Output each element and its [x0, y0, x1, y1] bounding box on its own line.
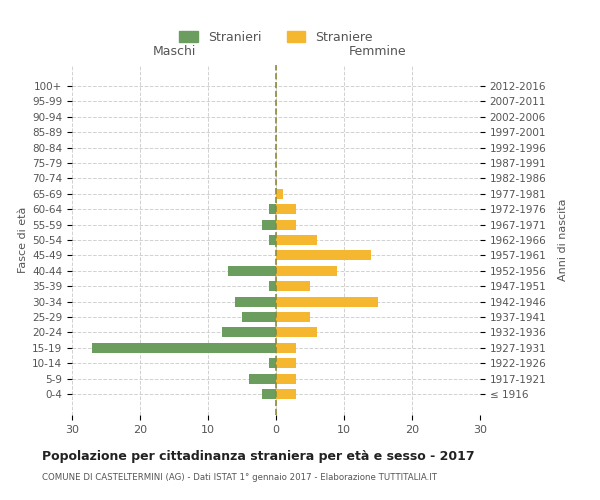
Bar: [276, 266, 337, 276]
Bar: [269, 204, 276, 214]
Bar: [276, 281, 310, 291]
Bar: [269, 281, 276, 291]
Bar: [276, 312, 310, 322]
Bar: [276, 374, 296, 384]
Bar: [262, 389, 276, 399]
Text: Popolazione per cittadinanza straniera per età e sesso - 2017: Popolazione per cittadinanza straniera p…: [42, 450, 475, 463]
Bar: [242, 312, 276, 322]
Bar: [276, 250, 371, 260]
Bar: [276, 296, 378, 306]
Bar: [92, 343, 276, 353]
Y-axis label: Fasce di età: Fasce di età: [18, 207, 28, 273]
Bar: [276, 235, 317, 245]
Text: Maschi: Maschi: [152, 45, 196, 58]
Bar: [276, 328, 317, 338]
Bar: [249, 374, 276, 384]
Legend: Stranieri, Straniere: Stranieri, Straniere: [174, 26, 378, 49]
Bar: [235, 296, 276, 306]
Text: Femmine: Femmine: [349, 45, 407, 58]
Bar: [276, 220, 296, 230]
Bar: [221, 328, 276, 338]
Bar: [269, 358, 276, 368]
Bar: [276, 204, 296, 214]
Bar: [276, 343, 296, 353]
Bar: [229, 266, 276, 276]
Bar: [269, 235, 276, 245]
Bar: [276, 389, 296, 399]
Y-axis label: Anni di nascita: Anni di nascita: [557, 198, 568, 281]
Text: COMUNE DI CASTELTERMINI (AG) - Dati ISTAT 1° gennaio 2017 - Elaborazione TUTTITA: COMUNE DI CASTELTERMINI (AG) - Dati ISTA…: [42, 472, 437, 482]
Bar: [276, 358, 296, 368]
Bar: [276, 189, 283, 199]
Bar: [262, 220, 276, 230]
